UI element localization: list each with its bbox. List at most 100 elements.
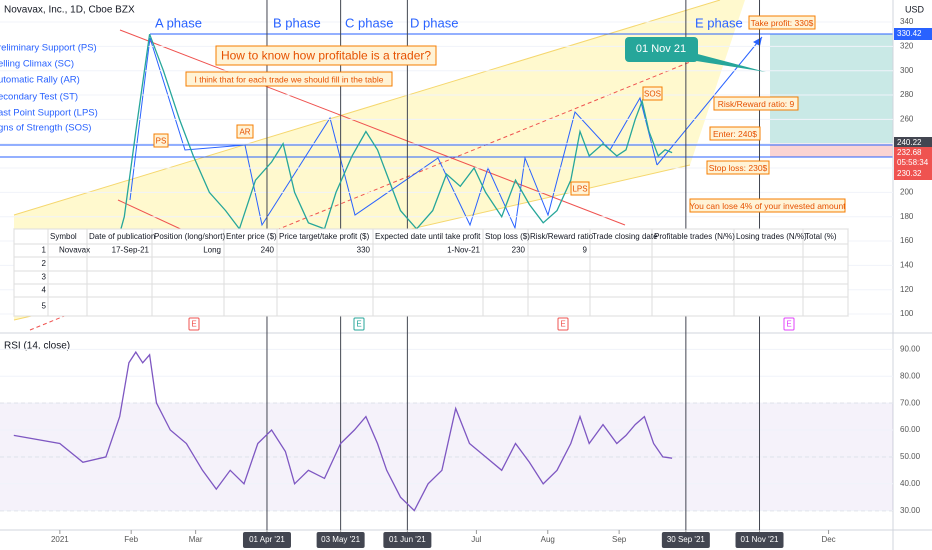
table-header: Position (long/short) [154,232,225,241]
price-label: 330.42 [897,29,922,38]
note-text: I think that for each trade we should fi… [194,74,383,84]
x-tick-label: Feb [124,535,138,544]
legend-item: reliminary Support (PS) [0,43,97,54]
table-cell: 9 [583,246,588,255]
x-tick-label: 03 May '21 [321,535,360,544]
loss-zone [770,143,893,157]
x-tick-box [316,532,365,548]
phase-label: D phase [410,15,458,30]
earnings-label: E [786,320,791,329]
x-tick-label: 2021 [51,535,69,544]
phase-label: E phase [695,15,743,30]
earnings-label: E [560,320,565,329]
price-line [13,33,673,285]
note-box [185,71,393,87]
table-cell: 330 [357,246,371,255]
price-label-box [894,168,932,180]
countdown: 05:58:34 [897,158,929,167]
note-text: Stop loss: 230$ [709,163,768,173]
y-tick-label: 90.00 [900,345,921,354]
note-box [689,198,846,213]
table-header: Total (%) [805,232,837,241]
table-header: Price target/take profit ($) [279,232,370,241]
y-tick-label: 160 [900,236,914,245]
y-tick-label: 30.00 [900,506,921,515]
y-tick-label: 320 [900,41,914,50]
note-text: AR [239,128,250,137]
earnings-box [188,317,200,331]
y-tick-label: 180 [900,212,914,221]
phase-label: A phase [155,15,202,30]
note-box [713,96,799,111]
y-tick-label: 300 [900,66,914,75]
x-tick-box [735,532,784,548]
price-label: 240.22 [897,138,922,147]
legend-item: utomatic Rally (AR) [0,75,80,86]
legend-item: gns of Strength (SOS) [0,123,91,134]
x-tick-label: 01 Nov '21 [741,535,780,544]
price-label-box [894,147,932,169]
table-cell: Novavax [59,246,90,255]
y-tick-label: 40.00 [900,479,921,488]
x-tick-box [242,532,291,548]
table-header: Losing trades (N/%) [736,232,807,241]
price-label-box [894,137,932,149]
note-text: SOS [644,90,661,99]
channel-edge [13,0,721,216]
y-tick-label: 80.00 [900,371,921,380]
note-box [236,124,254,139]
note-text: Take profit: 330$ [751,18,814,28]
callout-box [625,37,698,62]
note-box [709,126,761,141]
note-text: Risk/Reward ratio: 9 [718,99,795,109]
y-tick-label: 140 [900,260,914,269]
table-row-number: 5 [42,302,47,311]
table-cell: 230 [512,246,526,255]
legend-item: econdary Test (ST) [0,92,78,103]
earnings-label: E [191,320,196,329]
chart-title: Novavax, Inc., 1D, Cboe BZX [4,5,135,16]
profit-zone [770,34,893,143]
note-text: Enter: 240$ [713,129,757,139]
y-tick-label: 70.00 [900,398,921,407]
earnings-box [557,317,569,331]
note-box [748,15,816,30]
table-header: Risk/Reward ratio [530,232,594,241]
table-header: Enter price ($) [226,232,277,241]
table-row-number: 3 [42,273,47,282]
table-row-number: 1 [42,246,47,255]
note-text: PS [156,137,167,146]
table-header: Symbol [50,232,77,241]
currency: USD [905,4,925,14]
y-tick-label: 120 [900,285,914,294]
price-label-box [894,28,932,40]
table-cell: Long [203,246,221,255]
note-box [570,181,590,196]
note-text: How to know how profitable is a trader? [221,49,431,63]
phase-label: C phase [345,15,393,30]
note-box [706,160,770,175]
table-header: Stop loss ($) [485,232,530,241]
legend-item: ast Point Support (LPS) [0,108,98,119]
x-tick-box [383,532,432,548]
earnings-box [353,317,365,331]
note-box [642,86,663,101]
price-label: 230.32 [897,169,922,178]
table-row-number: 4 [42,286,47,295]
x-tick-label: 01 Apr '21 [249,535,285,544]
x-tick-box [661,532,710,548]
y-tick-label: 200 [900,187,914,196]
wave-lines [129,37,658,230]
rsi-title: RSI (14, close) [4,341,70,352]
x-tick-label: 01 Jun '21 [389,535,426,544]
rsi-line [13,350,673,512]
table-cell: 240 [261,246,275,255]
callout-pointer [690,52,766,72]
legend-item: elling Climax (SC) [0,59,74,70]
table-cell: 1-Nov-21 [447,246,480,255]
note-text: You can lose 4% of your invested amount [689,201,846,211]
table-cell: 17-Sep-21 [112,246,150,255]
y-tick-label: 60.00 [900,425,921,434]
